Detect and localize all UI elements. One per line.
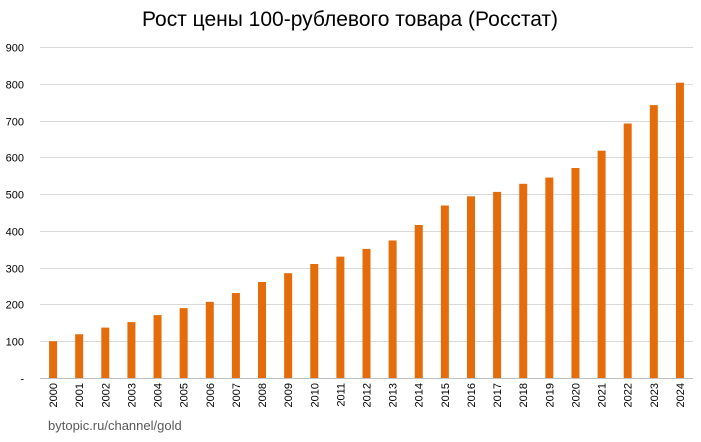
gridlines bbox=[40, 47, 693, 379]
y-tick-label: - bbox=[20, 374, 24, 386]
bar-2003 bbox=[127, 322, 136, 378]
x-tick-label: 2004 bbox=[153, 383, 165, 407]
bar-2009 bbox=[284, 273, 293, 378]
x-tick-label: 2024 bbox=[675, 383, 687, 407]
x-tick-label: 2022 bbox=[623, 383, 635, 407]
x-tick-label: 2015 bbox=[440, 383, 452, 407]
x-tick-label: 2023 bbox=[649, 383, 661, 407]
watermark-text: bytopic.ru/channel/gold bbox=[48, 418, 182, 433]
x-tick-label: 2005 bbox=[179, 383, 191, 407]
x-axis-ticks: 2000 2001 2002 2003 2004 2005 2006 2007 2008 2009… bbox=[48, 383, 687, 407]
x-tick-label: 2012 bbox=[362, 383, 374, 407]
bar-2013 bbox=[388, 240, 397, 378]
x-tick-label: 2011 bbox=[335, 383, 347, 407]
x-tick-label: 2008 bbox=[257, 383, 269, 407]
y-tick-label: 200 bbox=[6, 300, 24, 312]
y-tick-label: 400 bbox=[6, 227, 24, 239]
x-tick-label: 2010 bbox=[309, 383, 321, 407]
x-tick-label: 2014 bbox=[414, 383, 426, 407]
bar-2015 bbox=[440, 205, 449, 378]
x-tick-label: 2007 bbox=[231, 383, 243, 407]
bars bbox=[49, 82, 684, 379]
bar-2021 bbox=[597, 150, 606, 378]
x-tick-label: 2019 bbox=[544, 383, 556, 407]
x-tick-label: 2016 bbox=[466, 383, 478, 407]
y-tick-label: 900 bbox=[6, 43, 24, 55]
bar-2008 bbox=[258, 282, 267, 378]
bar-2006 bbox=[205, 301, 214, 378]
bar-2001 bbox=[75, 334, 84, 378]
x-tick-label: 2000 bbox=[48, 383, 60, 407]
bar-2018 bbox=[519, 183, 528, 378]
x-tick-label: 2017 bbox=[492, 383, 504, 407]
bar-2002 bbox=[101, 327, 110, 378]
bar-2005 bbox=[179, 308, 188, 378]
bar-2016 bbox=[466, 196, 475, 378]
bar-2017 bbox=[493, 191, 502, 378]
bar-2019 bbox=[545, 177, 554, 378]
bar-2007 bbox=[231, 293, 240, 378]
y-tick-label: 600 bbox=[6, 153, 24, 165]
bar-2022 bbox=[623, 123, 632, 378]
x-tick-label: 2013 bbox=[388, 383, 400, 407]
y-tick-label: 500 bbox=[6, 190, 24, 202]
x-tick-label: 2002 bbox=[100, 383, 112, 407]
y-axis-ticks: - 100 200 300 400 500 600 700 800 900 bbox=[6, 43, 25, 386]
y-tick-label: 100 bbox=[6, 337, 24, 349]
y-tick-label: 700 bbox=[6, 117, 24, 129]
y-tick-label: 300 bbox=[6, 264, 24, 276]
bar-2011 bbox=[336, 256, 345, 378]
y-tick-label: 800 bbox=[6, 80, 24, 92]
x-tick-label: 2003 bbox=[126, 383, 138, 407]
x-tick-label: 2018 bbox=[518, 383, 530, 407]
x-tick-label: 2020 bbox=[570, 383, 582, 407]
bar-2010 bbox=[310, 263, 319, 378]
x-tick-label: 2009 bbox=[283, 383, 295, 407]
bar-2020 bbox=[571, 168, 580, 378]
x-tick-label: 2001 bbox=[74, 383, 86, 407]
x-tick-label: 2021 bbox=[597, 383, 609, 407]
bar-2000 bbox=[49, 341, 58, 378]
bar-2004 bbox=[153, 315, 162, 378]
bar-2014 bbox=[414, 225, 423, 378]
x-tick-label: 2006 bbox=[205, 383, 217, 407]
bar-2023 bbox=[649, 105, 658, 379]
bar-2024 bbox=[675, 82, 684, 379]
bar-2012 bbox=[362, 248, 371, 378]
chart-title: Рост цены 100-рублевого товара (Росстат) bbox=[142, 8, 558, 31]
